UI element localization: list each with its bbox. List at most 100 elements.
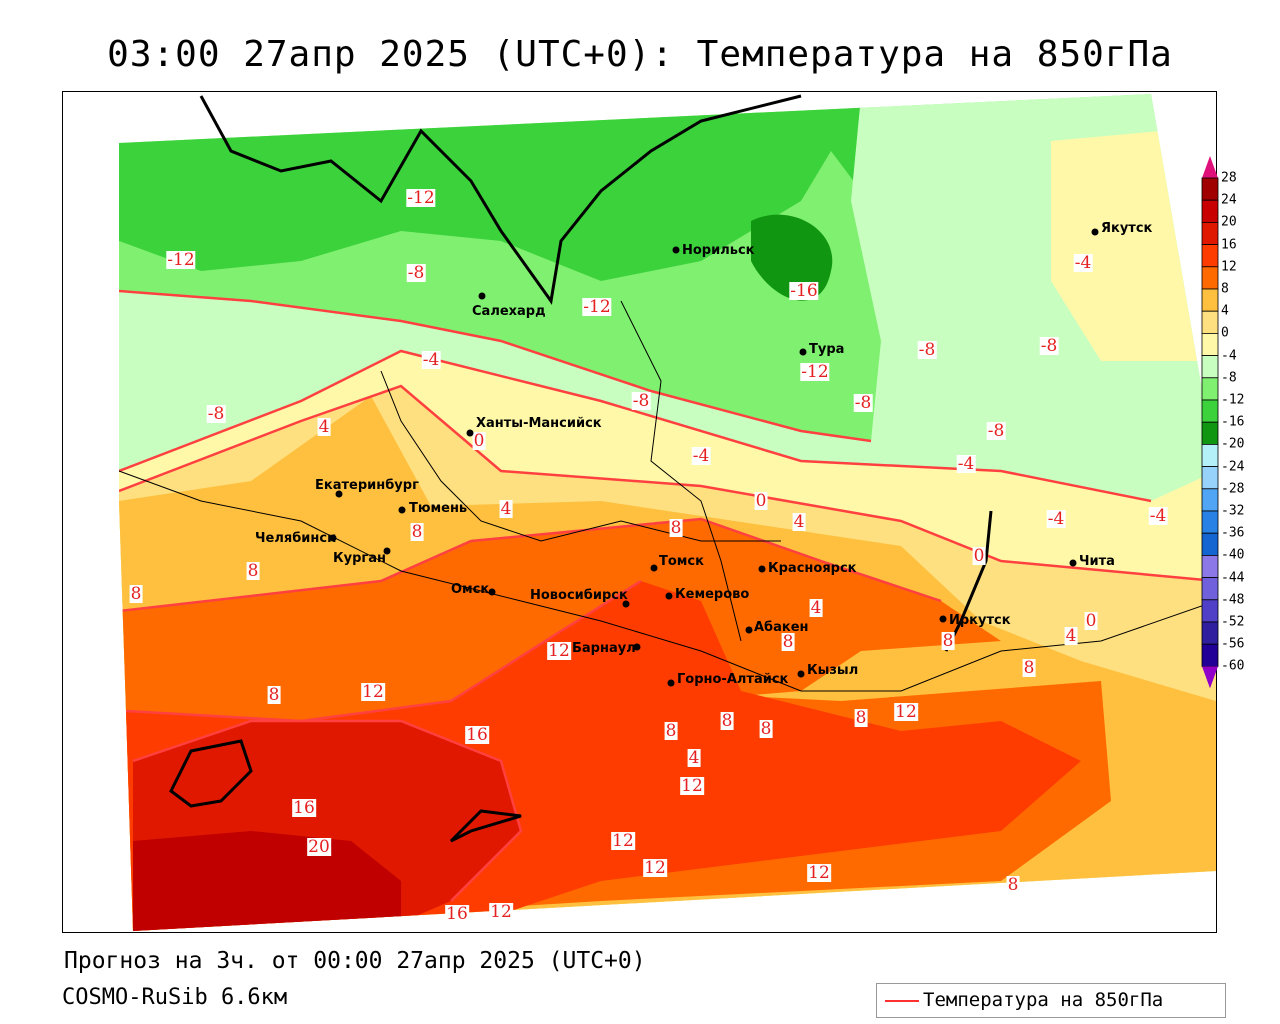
contour-label: 8 (669, 518, 683, 538)
city-marker-icon (667, 679, 675, 687)
contour-label: -4 (691, 446, 711, 466)
colorbar-tick-label: -24 (1221, 459, 1245, 475)
contour-label: 0 (472, 431, 486, 451)
colorbar-swatch (1201, 310, 1219, 334)
legend: Температура на 850гПа (876, 983, 1226, 1018)
contour-label: 8 (854, 708, 868, 728)
contour-label: 0 (972, 546, 986, 566)
city-label: Ханты-Мансийск (476, 416, 602, 431)
colorbar-swatch (1201, 643, 1219, 667)
colorbar-swatch (1201, 222, 1219, 246)
contour-label: -4 (1046, 509, 1066, 529)
city-marker-icon (478, 292, 486, 300)
colorbar-tick-label: -56 (1221, 636, 1245, 652)
contour-label: 4 (792, 512, 806, 532)
city-marker-icon (383, 547, 391, 555)
contour-label: -12 (166, 250, 196, 270)
contour-label: -8 (917, 340, 937, 360)
contour-label: 4 (499, 499, 513, 519)
city-label: Челябинск (255, 531, 336, 546)
city-label: Тура (809, 342, 845, 357)
colorbar-swatch (1201, 244, 1219, 268)
contour-label: 12 (489, 902, 513, 922)
city-label: Иркутск (949, 613, 1011, 628)
contour-label: 8 (246, 561, 260, 581)
contour-label: -4 (1148, 506, 1168, 526)
colorbar-swatch (1201, 399, 1219, 423)
contour-label: 4 (317, 417, 331, 437)
contour-label: -16 (789, 281, 819, 301)
colorbar-tick-label: -48 (1221, 592, 1245, 608)
city-marker-icon (633, 643, 641, 651)
contour-label: -8 (853, 393, 873, 413)
city-label: Курган (333, 551, 386, 566)
city-marker-icon (622, 600, 630, 608)
contour-label: -12 (582, 297, 612, 317)
colorbar-tick-label: 24 (1221, 192, 1237, 208)
colorbar-over-arrow (1202, 156, 1218, 178)
colorbar-swatch (1201, 332, 1219, 356)
colorbar-tick-label: 16 (1221, 237, 1237, 253)
colorbar-tick-label: -44 (1221, 570, 1245, 586)
model-name: COSMO-RuSib 6.6км (62, 985, 288, 1010)
city-marker-icon (758, 565, 766, 573)
colorbar-swatch (1201, 599, 1219, 623)
contour-label: 8 (410, 522, 424, 542)
contour-label: -4 (421, 350, 441, 370)
colorbar-swatch (1201, 554, 1219, 578)
contour-label: 8 (759, 719, 773, 739)
colorbar-swatch (1201, 443, 1219, 467)
city-marker-icon (797, 670, 805, 678)
contour-label: 8 (129, 584, 143, 604)
contour-label: -4 (1073, 253, 1093, 273)
city-marker-icon (335, 490, 343, 498)
contour-label: 12 (547, 641, 571, 661)
colorbar-swatch (1201, 177, 1219, 201)
contour-label: 16 (445, 904, 469, 924)
colorbar-tick-label: -20 (1221, 436, 1245, 452)
contour-label: 20 (307, 837, 331, 857)
colorbar-tick-label: -60 (1221, 658, 1245, 674)
contour-label: 8 (1022, 658, 1036, 678)
contour-label: 12 (643, 858, 667, 878)
city-label: Якутск (1101, 221, 1153, 236)
colorbar-tick-label: -4 (1221, 348, 1237, 364)
colorbar-tick-label: -52 (1221, 614, 1245, 630)
contour-label: 8 (781, 632, 795, 652)
colorbar-swatch (1201, 510, 1219, 534)
contour-label: 4 (809, 598, 823, 618)
contour-label: -8 (206, 404, 226, 424)
city-marker-icon (672, 246, 680, 254)
contour-label: 8 (1006, 875, 1020, 895)
contour-label: 12 (361, 682, 385, 702)
colorbar-swatch (1201, 199, 1219, 223)
temperature-map: -12 -12 -8 -12 -16 -12 -8 -8 -4 -4 -8 -8 -8 -8 -4 -4 -4 -… (62, 91, 1217, 933)
contour-label: 16 (465, 725, 489, 745)
legend-label: Температура на 850гПа (923, 989, 1164, 1011)
colorbar-swatch (1201, 355, 1219, 379)
contour-label: -8 (986, 421, 1006, 441)
colorbar-tick-label: 12 (1221, 259, 1237, 275)
colorbar-under-arrow (1202, 666, 1218, 689)
city-marker-icon (665, 592, 673, 600)
city-label: Красноярск (768, 561, 857, 576)
city-marker-icon (799, 348, 807, 356)
colorbar-swatch (1201, 266, 1219, 290)
colorbar-tick-label: -12 (1221, 392, 1245, 408)
colorbar-tick-label: -16 (1221, 414, 1245, 430)
contour-label: -8 (1039, 336, 1059, 356)
contour-label: 4 (687, 748, 701, 768)
contour-label: -12 (800, 362, 830, 382)
colorbar-tick-label: -28 (1221, 481, 1245, 497)
contour-label: 8 (720, 711, 734, 731)
colorbar-swatch (1201, 577, 1219, 601)
colorbar-tick-label: 28 (1221, 170, 1237, 186)
city-label: Екатеринбург (315, 478, 419, 493)
contour-label: 12 (807, 863, 831, 883)
city-marker-icon (466, 429, 474, 437)
colorbar-tick-label: -36 (1221, 525, 1245, 541)
city-marker-icon (745, 626, 753, 634)
contour-label: 8 (664, 721, 678, 741)
city-label: Норильск (682, 243, 755, 258)
city-label: Барнаул (572, 641, 636, 656)
